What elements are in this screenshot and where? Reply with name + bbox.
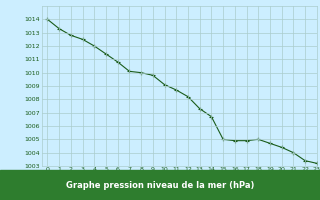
Text: Graphe pression niveau de la mer (hPa): Graphe pression niveau de la mer (hPa) [66, 180, 254, 190]
